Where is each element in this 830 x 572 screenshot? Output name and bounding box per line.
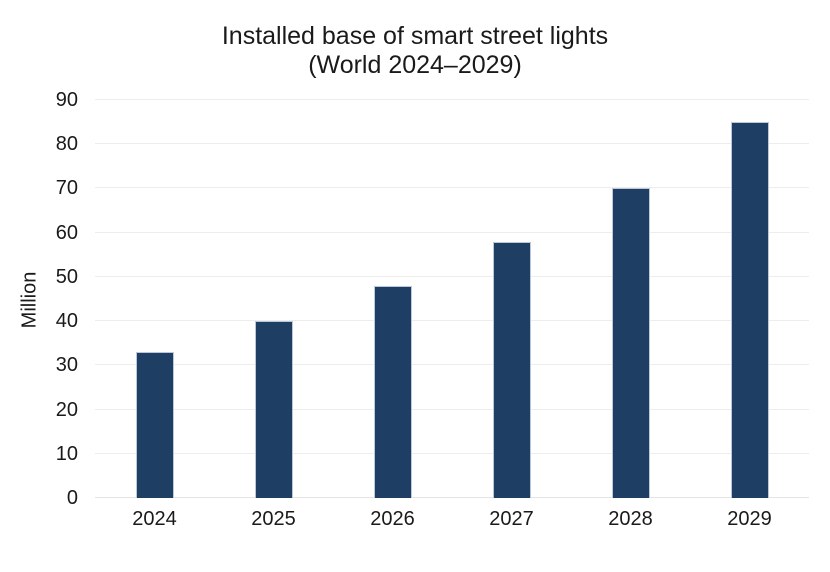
bar-2026 xyxy=(373,285,412,498)
y-tick-label-50: 50 xyxy=(55,265,78,288)
gridline-y-60 xyxy=(95,231,809,233)
gridline-y-20 xyxy=(95,408,809,410)
x-tick-label-2028: 2028 xyxy=(608,508,653,530)
y-tick-label-0: 0 xyxy=(66,487,78,509)
y-tick-label-60: 60 xyxy=(55,221,78,244)
gridline-y-70 xyxy=(95,187,809,189)
x-tick-label-2025: 2025 xyxy=(251,508,296,530)
bar-2028 xyxy=(611,188,650,498)
bar-2024 xyxy=(135,352,174,498)
gridline-y-10 xyxy=(95,452,809,454)
y-tick-label-10: 10 xyxy=(55,442,78,465)
gridline-y-40 xyxy=(95,320,809,322)
chart-subtitle: (World 2024–2029) xyxy=(308,51,522,79)
y-tick-label-80: 80 xyxy=(55,133,78,156)
x-tick-label-2026: 2026 xyxy=(370,508,415,530)
gridline-y-80 xyxy=(95,143,809,145)
y-tick-label-20: 20 xyxy=(55,398,78,421)
y-tick-label-90: 90 xyxy=(55,89,78,111)
gridline-y-30 xyxy=(95,364,809,366)
x-tick-label-2029: 2029 xyxy=(727,508,772,530)
chart-title: Installed base of smart street lights xyxy=(221,22,609,50)
chart-title-block: Installed base of smart street lights (W… xyxy=(0,22,830,80)
x-tick-label-2024: 2024 xyxy=(132,508,177,530)
y-tick-label-40: 40 xyxy=(55,310,78,333)
y-tick-label-70: 70 xyxy=(55,177,78,200)
x-tick-label-2027: 2027 xyxy=(489,508,534,530)
gridline-y-90 xyxy=(95,99,809,100)
bar-2025 xyxy=(254,321,293,498)
y-tick-label-30: 30 xyxy=(55,354,78,377)
plot-area xyxy=(95,99,809,498)
bar-2029 xyxy=(730,122,769,498)
gridline-y-0 xyxy=(95,497,809,498)
gridline-y-50 xyxy=(95,275,809,277)
bar-2027 xyxy=(492,241,531,498)
